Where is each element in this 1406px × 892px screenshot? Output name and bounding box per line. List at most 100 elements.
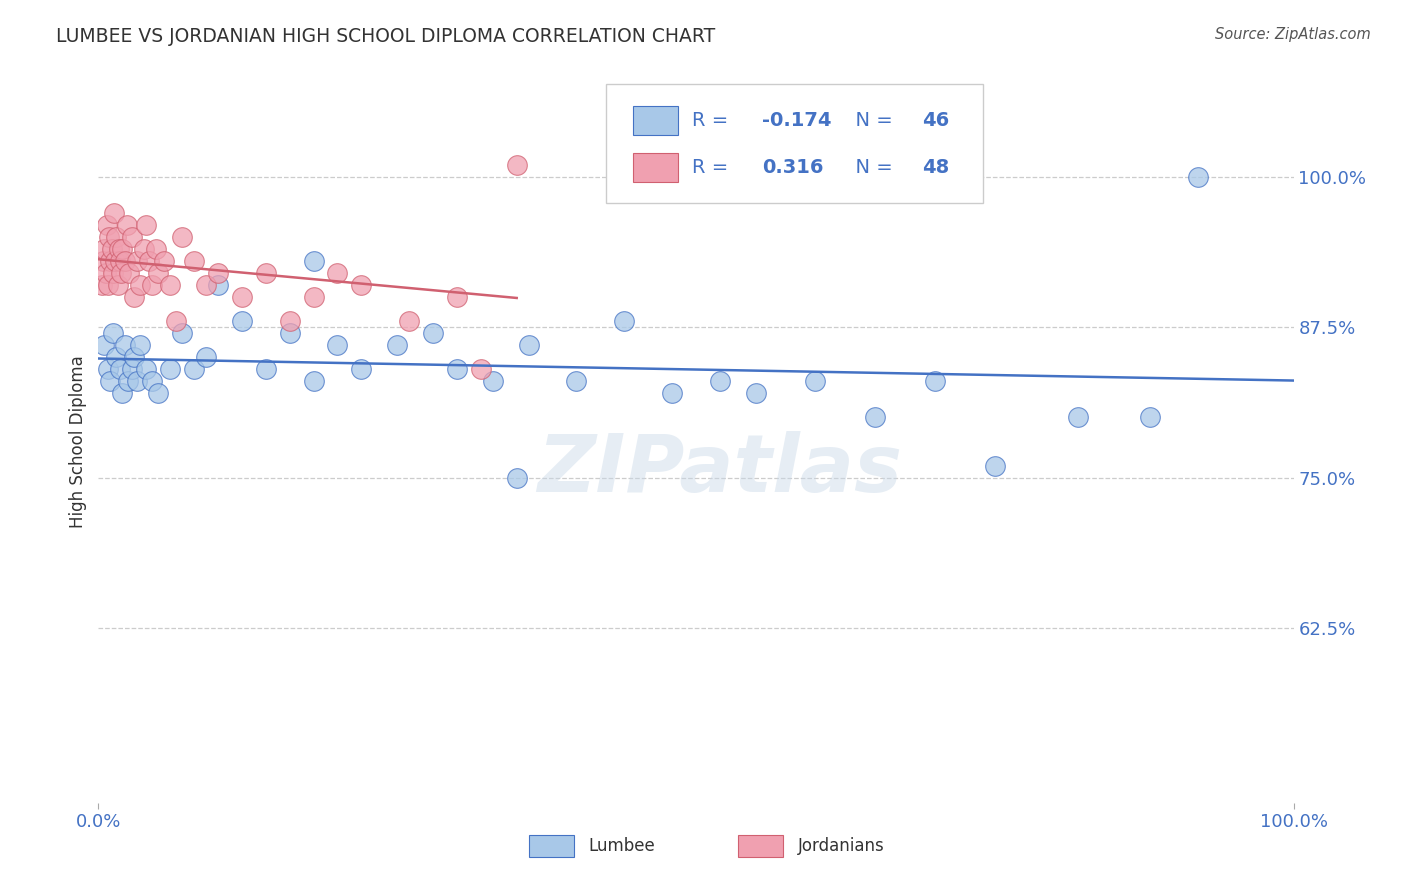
- Point: [254, 362, 277, 376]
- Point: [278, 326, 301, 341]
- Point: [470, 362, 492, 376]
- Point: [398, 314, 420, 328]
- Point: [207, 266, 229, 280]
- Point: [804, 375, 827, 389]
- Bar: [738, 835, 783, 857]
- Point: [1067, 410, 1090, 425]
- Point: [145, 242, 167, 256]
- Point: [108, 362, 131, 376]
- Point: [165, 314, 187, 328]
- Point: [924, 375, 946, 389]
- Point: [302, 290, 325, 304]
- Point: [350, 362, 373, 376]
- Point: [103, 205, 125, 219]
- Point: [159, 277, 181, 292]
- Point: [661, 386, 683, 401]
- Point: [114, 253, 136, 268]
- Point: [159, 362, 181, 376]
- Point: [121, 362, 143, 376]
- Y-axis label: High School Diploma: High School Diploma: [69, 355, 87, 528]
- Point: [114, 338, 136, 352]
- Point: [984, 458, 1007, 473]
- Point: [254, 266, 277, 280]
- Point: [121, 230, 143, 244]
- Point: [107, 242, 129, 256]
- Point: [129, 338, 152, 352]
- Point: [141, 277, 163, 292]
- Point: [105, 351, 128, 365]
- Point: [135, 362, 157, 376]
- Bar: [529, 835, 574, 857]
- Point: [231, 314, 253, 328]
- Point: [865, 410, 887, 425]
- Text: ZIPatlas: ZIPatlas: [537, 432, 903, 509]
- FancyBboxPatch shape: [606, 84, 983, 203]
- Point: [107, 277, 129, 292]
- Point: [709, 375, 731, 389]
- Text: 46: 46: [922, 111, 949, 130]
- Point: [183, 362, 205, 376]
- Point: [446, 290, 468, 304]
- Point: [93, 338, 115, 352]
- Point: [613, 314, 636, 328]
- Point: [117, 375, 139, 389]
- Point: [326, 338, 349, 352]
- Text: -0.174: -0.174: [762, 111, 831, 130]
- Point: [148, 386, 170, 401]
- Point: [124, 351, 146, 365]
- Point: [135, 218, 157, 232]
- Point: [111, 242, 134, 256]
- Point: [138, 253, 160, 268]
- Text: 48: 48: [922, 158, 949, 178]
- Point: [183, 253, 205, 268]
- Point: [148, 266, 170, 280]
- Point: [195, 351, 218, 365]
- Text: Lumbee: Lumbee: [589, 838, 655, 855]
- Point: [506, 158, 529, 172]
- Point: [385, 338, 409, 352]
- Point: [125, 375, 148, 389]
- Point: [565, 375, 588, 389]
- Point: [132, 242, 155, 256]
- Point: [97, 277, 120, 292]
- Text: R =: R =: [692, 111, 735, 130]
- Point: [517, 338, 540, 352]
- Point: [98, 253, 122, 268]
- Text: 0.316: 0.316: [762, 158, 823, 178]
- Point: [108, 253, 131, 268]
- Point: [129, 277, 152, 292]
- Point: [98, 375, 122, 389]
- Point: [91, 277, 114, 292]
- Text: N =: N =: [844, 158, 898, 178]
- Point: [97, 362, 120, 376]
- Point: [350, 277, 373, 292]
- Point: [195, 277, 218, 292]
- Bar: [633, 153, 678, 182]
- Point: [231, 290, 253, 304]
- Point: [506, 471, 529, 485]
- Point: [111, 386, 134, 401]
- Text: Source: ZipAtlas.com: Source: ZipAtlas.com: [1215, 27, 1371, 42]
- Point: [94, 266, 117, 280]
- Point: [446, 362, 468, 376]
- Text: R =: R =: [692, 158, 741, 178]
- Point: [115, 218, 138, 232]
- Point: [98, 230, 121, 244]
- Point: [1187, 169, 1209, 184]
- Point: [207, 277, 229, 292]
- Point: [153, 253, 176, 268]
- Point: [96, 218, 118, 232]
- Point: [101, 326, 124, 341]
- Point: [104, 253, 127, 268]
- Point: [302, 375, 325, 389]
- Text: LUMBEE VS JORDANIAN HIGH SCHOOL DIPLOMA CORRELATION CHART: LUMBEE VS JORDANIAN HIGH SCHOOL DIPLOMA …: [56, 27, 716, 45]
- Point: [172, 230, 194, 244]
- Point: [118, 266, 141, 280]
- Point: [745, 386, 768, 401]
- Text: Jordanians: Jordanians: [797, 838, 884, 855]
- Point: [1139, 410, 1161, 425]
- Point: [172, 326, 194, 341]
- Point: [93, 242, 115, 256]
- Text: N =: N =: [844, 111, 898, 130]
- Point: [124, 290, 146, 304]
